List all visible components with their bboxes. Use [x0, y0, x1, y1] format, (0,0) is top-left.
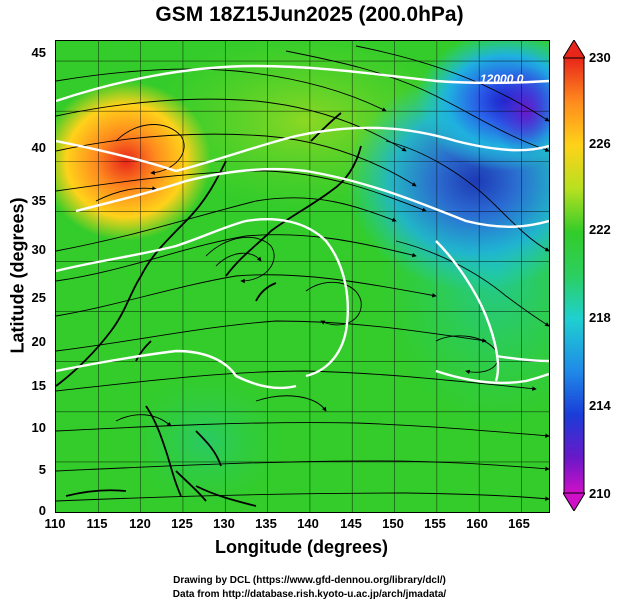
- drawing-credit: Drawing by DCL (https://www.gfd-dennou.o…: [173, 575, 446, 586]
- y-tick-label: 15: [31, 378, 46, 393]
- geopotential-contours: [56, 64, 549, 390]
- x-tick-label: 135: [255, 516, 277, 531]
- colorbar-tick-label: 222: [589, 222, 611, 237]
- y-tick-label: 30: [31, 242, 46, 257]
- colorbar: [562, 39, 586, 512]
- y-tick-label: 5: [38, 462, 46, 477]
- y-tick-label: 45: [31, 45, 46, 60]
- data-credit: Data from http://database.rish.kyoto-u.a…: [172, 589, 447, 600]
- x-tick-label: 110: [44, 516, 66, 531]
- x-axis-label: Longitude (degrees): [214, 537, 388, 557]
- y-axis-label: Latitude (degrees): [7, 197, 28, 354]
- x-tick-label: 145: [340, 516, 362, 531]
- map-title: GSM 18Z15Jun2025 (200.0hPa): [155, 3, 464, 26]
- colorbar-tick-label: 210: [589, 486, 611, 501]
- x-tick-label: 140: [297, 516, 319, 531]
- coastlines: [56, 112, 362, 507]
- colorbar-tick-label: 214: [589, 398, 611, 413]
- colorbar-top-triangle: [562, 39, 586, 59]
- y-tick-label: 10: [31, 420, 46, 435]
- y-tick-label: 35: [31, 193, 46, 208]
- x-tick-label: 150: [382, 516, 404, 531]
- x-tick-label: 160: [466, 516, 488, 531]
- x-tick-label: 120: [129, 516, 151, 531]
- y-tick-label: 40: [31, 140, 46, 155]
- y-tick-label: 0: [38, 503, 46, 518]
- map-plot-area: 12000.0: [55, 40, 550, 513]
- colorbar-tick-label: 218: [589, 310, 611, 325]
- x-tick-label: 130: [213, 516, 235, 531]
- colorbar-bottom-triangle: [562, 492, 586, 512]
- x-tick-label: 115: [86, 516, 108, 531]
- x-tick-label: 155: [424, 516, 446, 531]
- y-tick-label: 25: [31, 290, 46, 305]
- wind-streamlines: [56, 45, 549, 502]
- x-tick-label: 125: [171, 516, 193, 531]
- colorbar-tick-label: 226: [589, 136, 611, 151]
- colorbar-tick-label: 230: [589, 50, 611, 65]
- y-tick-label: 20: [31, 334, 46, 349]
- contour-label: 12000.0: [480, 72, 524, 86]
- x-tick-label: 165: [508, 516, 530, 531]
